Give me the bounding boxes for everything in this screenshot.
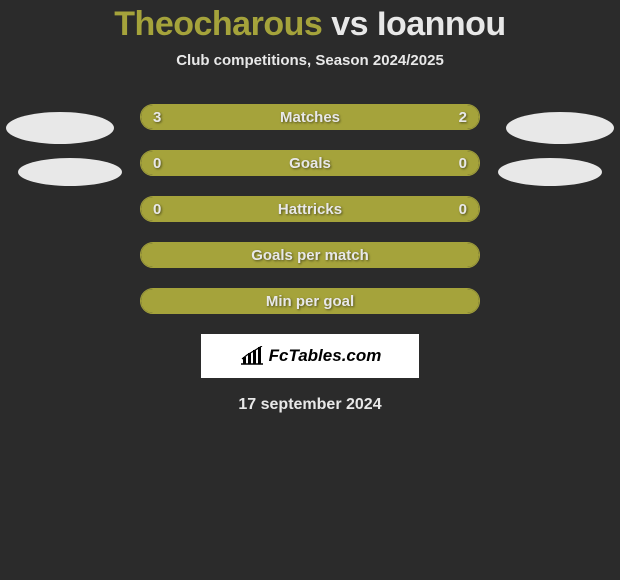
stat-label: Min per goal [266, 293, 354, 310]
player1-club-placeholder [18, 158, 122, 186]
subtitle: Club competitions, Season 2024/2025 [0, 52, 620, 69]
stats-area: 3 2 Matches 0 0 Goals 0 0 Hattricks Goals per mat… [0, 104, 620, 314]
stat-rows: 3 2 Matches 0 0 Goals 0 0 Hattricks Goals per mat… [140, 104, 480, 314]
logo-text: FcTables.com [269, 346, 382, 366]
logo-box: FcTables.com [201, 334, 419, 378]
logo: FcTables.com [239, 346, 382, 366]
stat-label: Goals per match [251, 247, 369, 264]
player1-avatar-placeholder [6, 112, 114, 144]
stat-row: Min per goal [140, 288, 480, 314]
logo-chart-icon [239, 346, 265, 366]
stat-row: Goals per match [140, 242, 480, 268]
stat-row: 3 2 Matches [140, 104, 480, 130]
stat-value-right: 0 [459, 155, 467, 172]
stat-value-left: 0 [153, 155, 161, 172]
page-title: Theocharous vs Ioannou [0, 5, 620, 44]
player2-name: Ioannou [377, 5, 506, 43]
stat-value-right: 2 [459, 109, 467, 126]
date-text: 17 september 2024 [0, 396, 620, 414]
stat-row: 0 0 Goals [140, 150, 480, 176]
stat-label: Matches [280, 109, 340, 126]
stat-value-right: 0 [459, 201, 467, 218]
stat-value-left: 0 [153, 201, 161, 218]
player1-name: Theocharous [114, 5, 322, 43]
comparison-card: Theocharous vs Ioannou Club competitions… [0, 0, 620, 414]
vs-text: vs [331, 5, 368, 43]
player2-avatar-placeholder [506, 112, 614, 144]
player2-club-placeholder [498, 158, 602, 186]
stat-label: Hattricks [278, 201, 342, 218]
stat-row: 0 0 Hattricks [140, 196, 480, 222]
stat-value-left: 3 [153, 109, 161, 126]
stat-label: Goals [289, 155, 331, 172]
